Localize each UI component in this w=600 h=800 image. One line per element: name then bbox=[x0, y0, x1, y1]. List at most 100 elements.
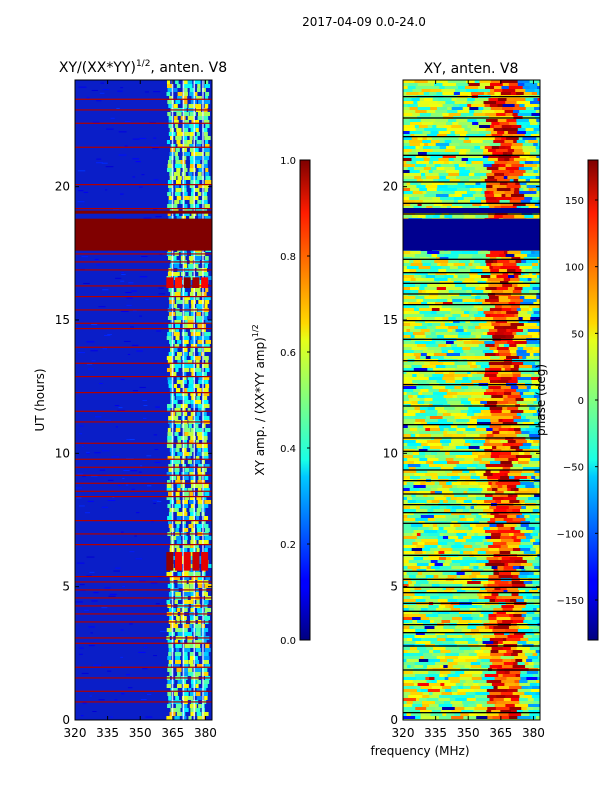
heatmap-cell bbox=[410, 692, 424, 695]
heatmap-cell bbox=[445, 638, 455, 641]
heatmap-cell bbox=[403, 401, 413, 404]
heatmap-cell bbox=[463, 146, 475, 149]
heatmap-cell bbox=[420, 482, 426, 485]
heatmap-cell bbox=[508, 563, 522, 566]
heatmap-cell bbox=[479, 446, 493, 449]
heatmap-cell bbox=[457, 557, 464, 560]
heatmap-cell bbox=[482, 332, 488, 335]
heatmap-cell bbox=[507, 635, 513, 638]
heatmap-cell bbox=[423, 494, 428, 497]
heatmap-cell bbox=[403, 311, 409, 314]
heatmap-cell bbox=[166, 488, 174, 492]
heatmap-cell bbox=[139, 315, 142, 317]
heatmap-cell bbox=[197, 116, 203, 120]
heatmap-cell bbox=[168, 304, 174, 308]
heatmap-cell bbox=[446, 587, 455, 590]
heatmap-cell bbox=[513, 443, 524, 446]
heatmap-cell bbox=[494, 89, 503, 92]
heatmap-cell bbox=[476, 575, 490, 578]
flagged-line bbox=[403, 504, 540, 506]
heatmap-cell bbox=[441, 347, 453, 350]
heatmap-cell bbox=[484, 449, 494, 452]
heatmap-cell bbox=[167, 408, 171, 412]
heatmap-cell bbox=[537, 98, 540, 101]
heatmap-cell bbox=[507, 131, 518, 134]
heatmap-cell bbox=[500, 206, 514, 209]
heatmap-cell bbox=[523, 164, 538, 167]
heatmap-cell bbox=[92, 121, 100, 123]
heatmap-cell bbox=[166, 168, 174, 172]
heatmap-cell bbox=[534, 89, 540, 92]
heatmap-cell bbox=[465, 530, 472, 533]
heatmap-cell bbox=[409, 170, 421, 173]
heatmap-cell bbox=[167, 456, 174, 460]
heatmap-cell bbox=[511, 593, 520, 596]
heatmap-cell bbox=[498, 296, 509, 299]
heatmap-cell bbox=[205, 172, 210, 176]
heatmap-cell bbox=[536, 323, 540, 326]
heatmap-cell bbox=[190, 476, 196, 480]
heatmap-cell bbox=[517, 380, 533, 383]
heatmap-cell bbox=[196, 508, 204, 512]
heatmap-cell bbox=[466, 584, 481, 587]
heatmap-cell bbox=[510, 329, 524, 332]
heatmap-cell bbox=[173, 272, 180, 276]
heatmap-cell bbox=[502, 83, 510, 86]
heatmap-cell bbox=[533, 542, 540, 545]
heatmap-cell bbox=[403, 650, 409, 653]
heatmap-cell bbox=[422, 137, 428, 140]
heatmap-cell bbox=[520, 206, 530, 209]
heatmap-cell bbox=[501, 125, 512, 128]
heatmap-cell bbox=[494, 161, 508, 164]
heatmap-cell bbox=[175, 160, 182, 164]
heatmap-cell bbox=[504, 314, 515, 317]
heatmap-cell bbox=[447, 659, 454, 662]
heatmap-cell bbox=[522, 137, 537, 140]
heatmap-cell bbox=[498, 428, 510, 431]
heatmap-cell bbox=[505, 695, 520, 698]
heatmap-cell bbox=[414, 275, 422, 278]
heatmap-cell bbox=[437, 539, 446, 542]
heatmap-cell bbox=[190, 400, 196, 404]
heatmap-cell bbox=[204, 188, 209, 192]
heatmap-cell bbox=[478, 455, 492, 458]
heatmap-cell bbox=[518, 281, 524, 284]
heatmap-cell bbox=[520, 509, 534, 512]
saturated-line bbox=[75, 576, 212, 578]
heatmap-cell bbox=[423, 656, 438, 659]
heatmap-cell bbox=[447, 107, 453, 110]
heatmap-cell bbox=[504, 527, 512, 530]
heatmap-cell bbox=[523, 581, 533, 584]
heatmap-cell bbox=[202, 128, 208, 132]
heatmap-cell bbox=[510, 386, 519, 389]
heatmap-cell bbox=[491, 593, 499, 596]
heatmap-cell bbox=[168, 592, 175, 596]
heatmap-cell bbox=[505, 335, 515, 338]
heatmap-cell bbox=[538, 533, 540, 536]
heatmap-cell bbox=[525, 203, 536, 206]
heatmap-cell bbox=[476, 653, 491, 656]
heatmap-cell bbox=[532, 536, 540, 539]
heatmap-cell bbox=[481, 377, 490, 380]
heatmap-cell bbox=[515, 674, 521, 677]
heatmap-cell bbox=[204, 696, 208, 700]
heatmap-cell bbox=[506, 665, 514, 668]
heatmap-cell bbox=[427, 608, 437, 611]
heatmap-cell bbox=[195, 644, 201, 648]
heatmap-cell bbox=[496, 671, 506, 674]
heatmap-cell bbox=[459, 674, 473, 677]
heatmap-cell bbox=[410, 323, 423, 326]
heatmap-cell bbox=[486, 701, 497, 704]
heatmap-cell bbox=[502, 641, 513, 644]
heatmap-cell bbox=[491, 467, 504, 470]
heatmap-cell bbox=[197, 448, 202, 452]
heatmap-cell bbox=[539, 647, 540, 650]
heatmap-cell bbox=[415, 131, 423, 134]
heatmap-cell bbox=[409, 587, 415, 590]
heatmap-cell bbox=[526, 182, 540, 185]
heatmap-cell bbox=[194, 544, 199, 548]
heatmap-cell bbox=[513, 458, 519, 461]
heatmap-cell bbox=[497, 158, 505, 161]
heatmap-cell bbox=[471, 140, 484, 143]
heatmap-cell bbox=[175, 480, 181, 484]
